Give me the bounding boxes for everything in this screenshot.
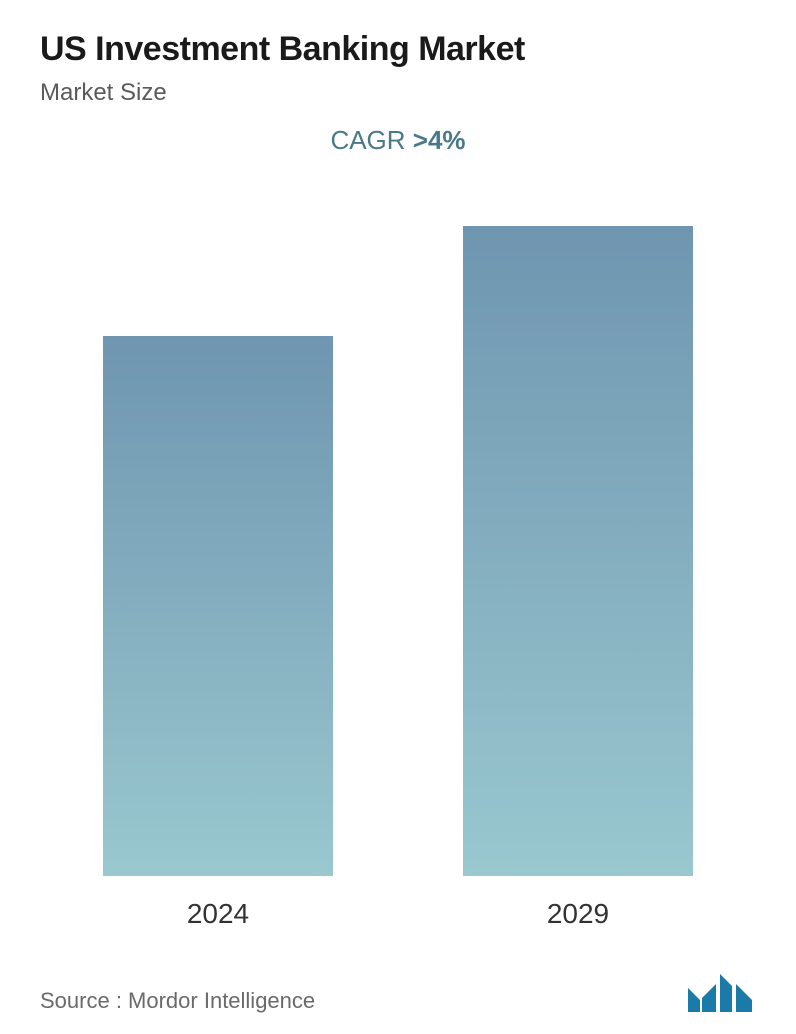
bar-wrap: 2024 bbox=[103, 336, 333, 930]
brand-logo-icon bbox=[686, 970, 756, 1014]
footer: Source : Mordor Intelligence bbox=[40, 960, 756, 1014]
page-title: US Investment Banking Market bbox=[40, 30, 756, 69]
bar bbox=[103, 336, 333, 876]
cagr-row: CAGR >4% bbox=[40, 125, 756, 156]
bar-label: 2029 bbox=[547, 898, 609, 930]
cagr-value: >4% bbox=[413, 125, 466, 155]
cagr-label: CAGR bbox=[330, 125, 412, 155]
source-text: Source : Mordor Intelligence bbox=[40, 988, 315, 1014]
chart-container: US Investment Banking Market Market Size… bbox=[0, 0, 796, 1034]
bar-label: 2024 bbox=[187, 898, 249, 930]
bar-wrap: 2029 bbox=[463, 226, 693, 930]
bar bbox=[463, 226, 693, 876]
chart-area: 2024 2029 bbox=[40, 166, 756, 930]
page-subtitle: Market Size bbox=[40, 79, 756, 107]
